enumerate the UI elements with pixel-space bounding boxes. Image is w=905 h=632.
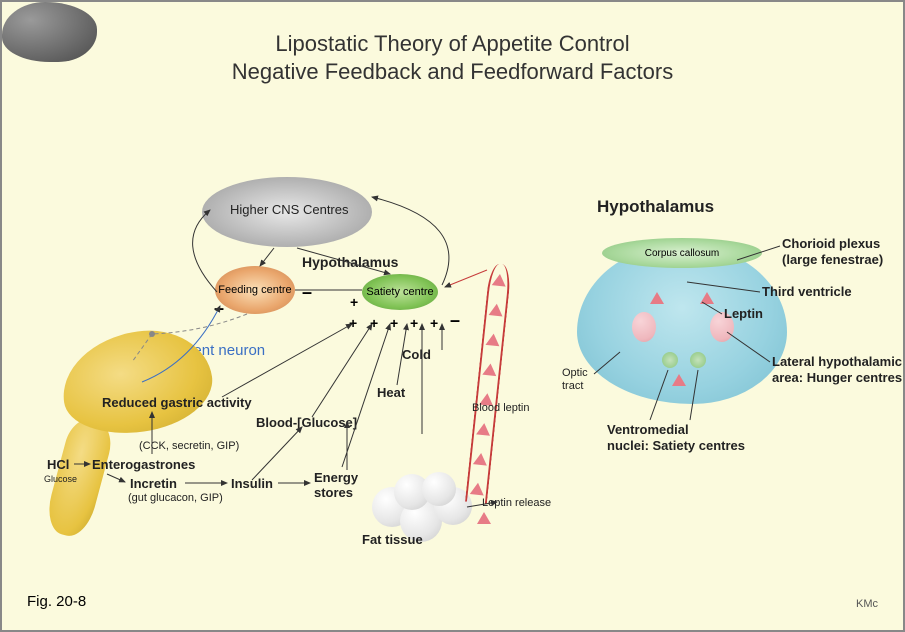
plus-sign-4: + (390, 315, 398, 331)
plus-sign-2: + (349, 315, 357, 331)
green-dot-1 (662, 352, 678, 368)
heat-label: Heat (377, 385, 405, 400)
blood-glucose-label: Blood-[Glucose] (256, 415, 357, 430)
incretin-label: Incretin (130, 476, 177, 491)
cold-label: Cold (402, 347, 431, 362)
cck-label: (CCK, secretin, GIP) (139, 440, 239, 452)
leptin-vessel (465, 263, 512, 504)
title-line2: Negative Feedback and Feedforward Factor… (2, 58, 903, 87)
enterogastrones-label: Enterogastrones (92, 457, 195, 472)
satiety-centre-shape: Satiety centre (362, 274, 438, 310)
minus-sign-1: – (214, 298, 224, 319)
leptin-tri-3 (672, 374, 686, 386)
gut-glucacon-label: (gut glucacon, GIP) (128, 492, 223, 504)
minus-sign-3: – (450, 310, 460, 331)
feeding-centre-label: Feeding centre (218, 284, 291, 296)
chorioid-label: Chorioid plexus (782, 236, 880, 251)
insulin-label: Insulin (231, 476, 273, 491)
blood-leptin-label: Blood leptin (472, 402, 530, 414)
minus-sign-2: – (302, 282, 312, 303)
lateral-hypo-label1: Lateral hypothalamic (772, 354, 902, 369)
chorioid-sub-label: (large fenestrae) (782, 252, 883, 267)
satiety-centre-label: Satiety centre (366, 286, 433, 298)
optic-tract-label2: tract (562, 380, 583, 392)
diagram-canvas: Lipostatic Theory of Appetite Control Ne… (0, 0, 905, 632)
hypothalamus-left-label: Hypothalamus (302, 254, 398, 270)
figure-number: Fig. 20-8 (27, 593, 86, 610)
reduced-gastric-label: Reduced gastric activity (102, 395, 252, 410)
plus-sign-1: + (350, 294, 358, 310)
fat-cell-5 (422, 472, 456, 506)
pink-dot-1 (632, 312, 656, 342)
hypothalamus-right-label: Hypothalamus (597, 197, 714, 217)
ventromedial-label2: nuclei: Satiety centres (607, 438, 745, 453)
plus-sign-6: + (430, 315, 438, 331)
hcl-label: HCl (47, 457, 69, 472)
fat-tissue-label: Fat tissue (362, 532, 423, 547)
energy-stores-label2: stores (314, 485, 353, 500)
energy-stores-label1: Energy (314, 470, 358, 485)
green-dot-2 (690, 352, 706, 368)
title-line1: Lipostatic Theory of Appetite Control (2, 30, 903, 59)
leptin-tri-1 (650, 292, 664, 304)
plus-sign-5: + (410, 315, 418, 331)
corpus-label: Corpus callosum (645, 248, 719, 259)
leptin-release-tri (477, 512, 491, 524)
credit: KMc (856, 598, 878, 610)
feeding-centre-shape: Feeding centre (215, 266, 295, 314)
leptin-label: Leptin (724, 306, 763, 321)
third-ventricle-label: Third ventricle (762, 284, 852, 299)
optic-tract-label1: Optic (562, 367, 588, 379)
plus-sign-3: + (370, 315, 378, 331)
higher-cns-label: Higher CNS Centres (230, 202, 349, 217)
leptin-release-label: Leptin release (482, 497, 551, 509)
corpus-callosum-shape: Corpus callosum (602, 238, 762, 268)
lateral-hypo-label2: area: Hunger centres (772, 370, 902, 385)
ventromedial-label1: Ventromedial (607, 422, 689, 437)
leptin-tri-2 (700, 292, 714, 304)
glucose-small-label: Glucose (44, 474, 77, 484)
